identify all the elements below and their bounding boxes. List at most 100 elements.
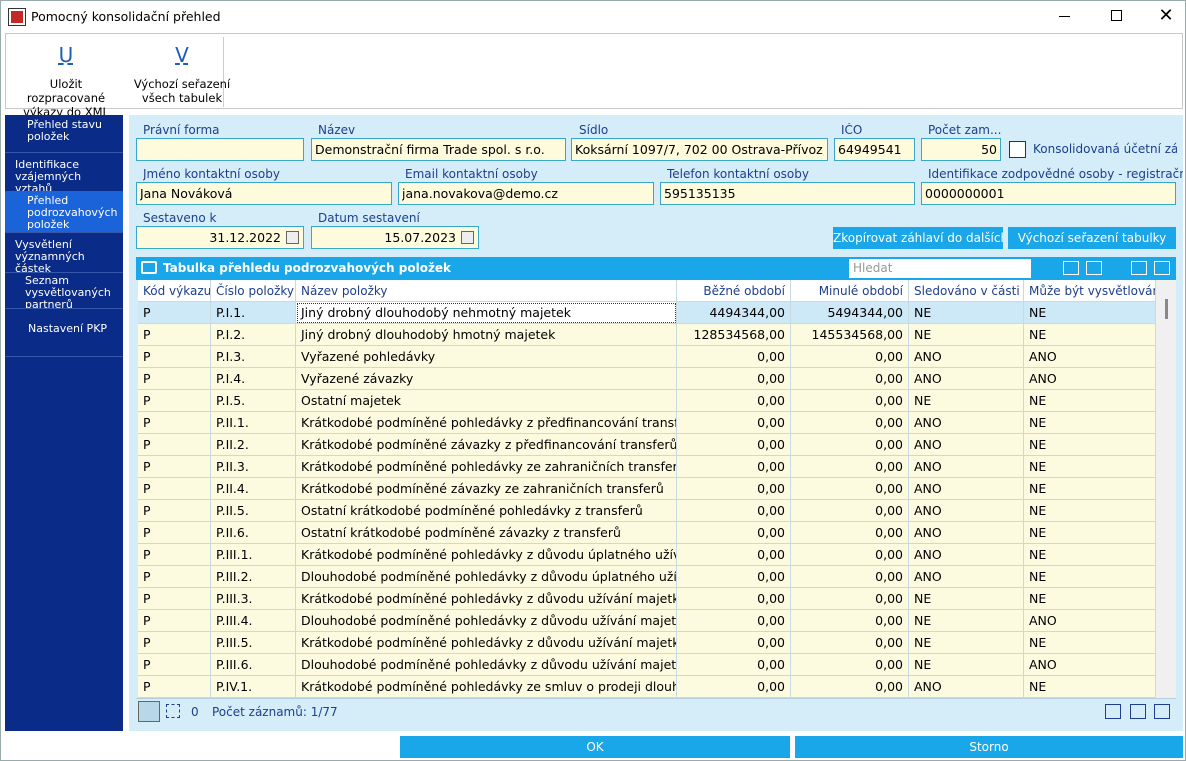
- table-cell[interactable]: 0,00: [791, 346, 909, 368]
- table-cell[interactable]: P.III.5.: [211, 632, 296, 654]
- table-cell[interactable]: ANO: [909, 676, 1024, 698]
- checkbox[interactable]: [1009, 141, 1026, 158]
- nav-item[interactable]: Vysvětlení významných částek: [5, 235, 123, 273]
- table-cell[interactable]: P.III.1.: [211, 544, 296, 566]
- table-cell[interactable]: 145534568,00: [791, 324, 909, 346]
- toolbar-icon[interactable]: [1086, 261, 1102, 275]
- table-cell[interactable]: ANO: [909, 566, 1024, 588]
- table-cell[interactable]: NE: [1024, 324, 1156, 346]
- table-cell[interactable]: Vyřazené pohledávky: [296, 346, 677, 368]
- table-cell[interactable]: P: [138, 390, 211, 412]
- text-input[interactable]: 0000000001: [921, 182, 1176, 205]
- table-cell[interactable]: Jiný drobný dlouhodobý hmotný majetek: [296, 324, 677, 346]
- maximize[interactable]: [1111, 10, 1122, 21]
- calendar-icon[interactable]: [286, 231, 299, 244]
- table-cell[interactable]: 0,00: [677, 654, 791, 676]
- table-cell[interactable]: 0,00: [677, 412, 791, 434]
- table-cell[interactable]: P: [138, 632, 211, 654]
- table-cell[interactable]: 0,00: [677, 588, 791, 610]
- table-cell[interactable]: 0,00: [677, 478, 791, 500]
- column-header[interactable]: Číslo položky: [211, 280, 296, 302]
- table-cell[interactable]: P: [138, 654, 211, 676]
- footer-tool[interactable]: [1105, 704, 1121, 719]
- dialog-button[interactable]: OK: [400, 736, 790, 758]
- table-cell[interactable]: P.I.5.: [211, 390, 296, 412]
- table-cell[interactable]: P: [138, 412, 211, 434]
- table-cell[interactable]: NE: [1024, 566, 1156, 588]
- table-cell[interactable]: NE: [1024, 412, 1156, 434]
- table-cell[interactable]: Krátkodobé podmíněné závazky ze zahranič…: [296, 478, 677, 500]
- table-cell[interactable]: 0,00: [677, 676, 791, 698]
- table-cell[interactable]: P: [138, 324, 211, 346]
- table-cell[interactable]: 0,00: [791, 456, 909, 478]
- table-cell[interactable]: 0,00: [791, 478, 909, 500]
- table-cell[interactable]: NE: [909, 610, 1024, 632]
- table-cell[interactable]: NE: [909, 324, 1024, 346]
- table-cell[interactable]: ANO: [909, 500, 1024, 522]
- text-input[interactable]: 50: [921, 138, 1001, 161]
- column-header[interactable]: Sledováno v části III p: [909, 280, 1024, 302]
- table-cell[interactable]: 0,00: [791, 390, 909, 412]
- table-cell[interactable]: 0,00: [677, 522, 791, 544]
- table-cell[interactable]: P.III.3.: [211, 588, 296, 610]
- table-cell[interactable]: P: [138, 302, 211, 324]
- table-cell[interactable]: P.I.3.: [211, 346, 296, 368]
- table-cell[interactable]: 0,00: [791, 500, 909, 522]
- table-cell[interactable]: 5494344,00: [791, 302, 909, 324]
- table-cell[interactable]: 0,00: [677, 632, 791, 654]
- toolbar-label[interactable]: Uložit rozpracované výkazy do XML: [23, 77, 109, 119]
- table-cell[interactable]: 0,00: [791, 588, 909, 610]
- table-cell[interactable]: ANO: [909, 368, 1024, 390]
- calendar-icon[interactable]: [461, 231, 474, 244]
- table-cell[interactable]: NE: [909, 588, 1024, 610]
- table-cell[interactable]: P.III.2.: [211, 566, 296, 588]
- table-cell[interactable]: P: [138, 456, 211, 478]
- table-cell[interactable]: P.I.4.: [211, 368, 296, 390]
- table-cell[interactable]: P.III.4.: [211, 610, 296, 632]
- toolbar-icon[interactable]: [1154, 261, 1170, 275]
- footer-book[interactable]: [138, 701, 160, 722]
- table-cell[interactable]: ANO: [909, 522, 1024, 544]
- footer-icon[interactable]: [166, 704, 180, 718]
- table-cell[interactable]: NE: [1024, 522, 1156, 544]
- table-cell[interactable]: ANO: [909, 346, 1024, 368]
- footer-tool[interactable]: [1130, 704, 1146, 719]
- table-cell[interactable]: NE: [1024, 478, 1156, 500]
- search-box[interactable]: Hledat: [849, 259, 1031, 278]
- table-cell[interactable]: P: [138, 500, 211, 522]
- text-input[interactable]: 64949541: [834, 138, 915, 161]
- table-cell[interactable]: P.III.6.: [211, 654, 296, 676]
- table-cell[interactable]: NE: [909, 632, 1024, 654]
- text-input[interactable]: jana.novakova@demo.cz: [398, 182, 654, 205]
- table-cell[interactable]: Jiný drobný dlouhodobý nehmotný majetek: [296, 302, 677, 324]
- toolbar-icon[interactable]: [1063, 261, 1079, 275]
- close[interactable]: ✕: [1158, 5, 1174, 26]
- table-cell[interactable]: Dlouhodobé podmíněné pohledávky z důvodu…: [296, 654, 677, 676]
- button[interactable]: Výchozí seřazení tabulky: [1008, 227, 1176, 249]
- minimize[interactable]: [1059, 16, 1070, 17]
- table-cell[interactable]: P.II.1.: [211, 412, 296, 434]
- table-cell[interactable]: Krátkodobé podmíněné pohledávky z důvodu…: [296, 632, 677, 654]
- table-cell[interactable]: ANO: [909, 544, 1024, 566]
- nav-item[interactable]: Přehled stavu položek: [5, 115, 123, 153]
- table-cell[interactable]: P.II.3.: [211, 456, 296, 478]
- table-cell[interactable]: ANO: [909, 412, 1024, 434]
- table-cell[interactable]: P: [138, 522, 211, 544]
- text-input[interactable]: 15.07.2023: [311, 226, 479, 249]
- table-cell[interactable]: Krátkodobé podmíněné pohledávky z důvodu…: [296, 588, 677, 610]
- toolbar-key[interactable]: V: [175, 43, 189, 67]
- table-cell[interactable]: ANO: [1024, 654, 1156, 676]
- dialog-button[interactable]: Storno: [795, 736, 1183, 758]
- table-cell[interactable]: ANO: [909, 478, 1024, 500]
- button[interactable]: Zkopírovat záhlaví do dalších ...: [833, 227, 1003, 249]
- table-cell[interactable]: P: [138, 588, 211, 610]
- table-cell[interactable]: Krátkodobé podmíněné pohledávky z důvodu…: [296, 544, 677, 566]
- table-cell[interactable]: NE: [1024, 456, 1156, 478]
- table-cell[interactable]: 0,00: [791, 676, 909, 698]
- column-header[interactable]: Kód výkazu: [138, 280, 211, 302]
- nav-item[interactable]: Nastavení PKP: [5, 319, 123, 357]
- table-cell[interactable]: NE: [1024, 434, 1156, 456]
- table-cell[interactable]: NE: [1024, 544, 1156, 566]
- table-cell[interactable]: ANO: [1024, 368, 1156, 390]
- table-cell[interactable]: 0,00: [677, 434, 791, 456]
